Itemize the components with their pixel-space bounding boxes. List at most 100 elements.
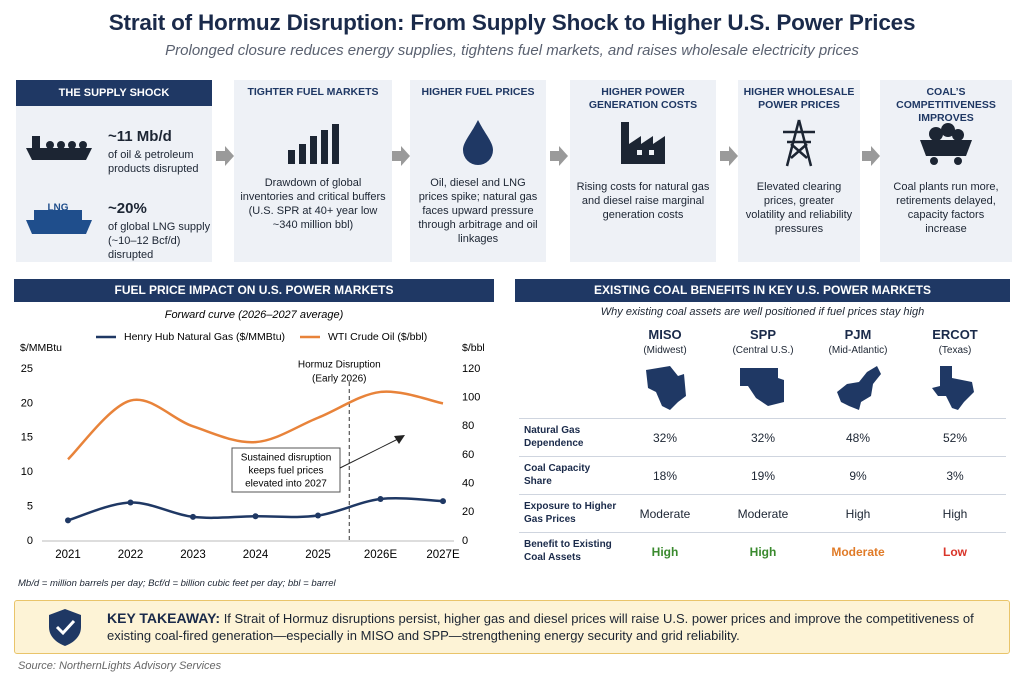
x-tick-label: 2027E	[426, 549, 460, 561]
map-shape	[646, 366, 686, 410]
note-arrowhead	[394, 435, 405, 444]
flow-step: HIGHER WHOLESALE POWER PRICES Elevated c…	[738, 80, 860, 262]
table-cell: High	[749, 545, 777, 559]
x-tick-label: 2025	[305, 549, 331, 561]
step-title: HIGHER FUEL PRICES	[421, 86, 535, 98]
figure-text: of oil & petroleum products disrupted	[108, 149, 199, 175]
row-label: Exposure to Higher Gas Prices	[524, 501, 617, 525]
row-label: Benefit to Existing Coal Assets	[524, 539, 612, 563]
table-cell: 32%	[750, 431, 776, 445]
legend-label: WTI Crude Oil ($/bbl)	[328, 331, 427, 343]
column-region: (Central U.S.)	[732, 345, 794, 356]
x-tick-label: 2026E	[364, 549, 398, 561]
y-tick-label: 15	[21, 432, 33, 444]
series-line	[67, 390, 444, 461]
map-shape	[932, 366, 974, 410]
x-tick-label: 2022	[118, 549, 144, 561]
point	[65, 517, 71, 524]
table-title: EXISTING COAL BENEFITS IN KEY U.S. POWER…	[515, 279, 1010, 302]
column-name: MISO	[648, 327, 682, 342]
footnote: Mb/d = million barrels per day; Bcf/d = …	[18, 578, 336, 589]
step-title: COAL’S COMPETITIVENESS IMPROVES	[896, 86, 996, 124]
step-title: HIGHER POWER GENERATION COSTS	[588, 86, 698, 111]
note-text: elevated into 2027	[245, 479, 327, 490]
row-label: Coal Capacity Share	[524, 463, 591, 487]
table: MISO (Midwest) SPP (Central U.S.) PJM (Mid-At…	[515, 320, 1010, 572]
factory-icon	[621, 122, 665, 164]
flow-step: HIGHER FUEL PRICES Oil, diesel and LNG p…	[410, 80, 546, 262]
legend-label: Henry Hub Natural Gas ($/MMBtu)	[124, 331, 285, 343]
row-divider	[519, 532, 1006, 533]
map-shape	[740, 368, 784, 406]
event-label: (Early 2026)	[312, 374, 366, 385]
table-cell: High	[845, 507, 871, 521]
y2-tick-label: 80	[462, 420, 474, 432]
shield-icon	[49, 609, 81, 646]
source: Source: NorthernLights Advisory Services	[18, 660, 222, 672]
step-title: HIGHER WHOLESALE POWER PRICES	[743, 86, 855, 111]
column-name: ERCOT	[932, 327, 978, 342]
x-tick-label: 2021	[55, 549, 81, 561]
table-cell: Low	[943, 545, 967, 559]
table-cell: Moderate	[831, 545, 885, 559]
table-cell: 48%	[845, 431, 871, 445]
y2-tick-label: 20	[462, 506, 474, 518]
title: Strait of Hormuz Disruption: From Supply…	[108, 10, 916, 35]
y-tick-label: 25	[21, 363, 33, 375]
subtitle: Prolonged closure reduces energy supplie…	[165, 42, 859, 59]
y2-tick-label: 60	[462, 449, 474, 461]
y2-tick-label: 0	[462, 535, 468, 547]
region-map	[646, 366, 686, 410]
flow-arrow	[216, 146, 234, 166]
point	[315, 512, 321, 519]
step-body: Drawdown of global inventories and criti…	[240, 177, 386, 231]
drop-icon	[463, 120, 493, 165]
event-label: Hormuz Disruption	[298, 360, 381, 371]
lng-ship-icon: LNG	[26, 203, 92, 234]
flow-step: TIGHTER FUEL MARKETS Drawdown of global …	[234, 80, 392, 262]
chart: Forward curve (2026–2027 average) Henry H…	[20, 309, 485, 561]
point	[190, 513, 196, 520]
pylon-icon	[783, 119, 815, 167]
step-body: Elevated clearing prices, greater volati…	[745, 181, 853, 235]
note-arrow	[339, 437, 401, 469]
chart-subtitle: Forward curve (2026–2027 average)	[165, 309, 344, 321]
flow-step: COAL’S COMPETITIVENESS IMPROVES Coal pla…	[880, 80, 1012, 262]
table-cell: 3%	[946, 469, 964, 483]
figure: ~20%	[108, 200, 147, 217]
y2-axis-label: $/bbl	[462, 342, 485, 354]
chart-title: FUEL PRICE IMPACT ON U.S. POWER MARKETS	[14, 279, 494, 302]
takeaway-label: KEY TAKEAWAY:	[107, 610, 221, 626]
region-map	[740, 368, 784, 406]
x-tick-label: 2023	[180, 549, 206, 561]
note-text: keeps fuel prices	[248, 466, 323, 477]
row-divider	[519, 494, 1006, 495]
step-body: Coal plants run more, retirements delaye…	[893, 181, 999, 235]
y-tick-label: 10	[21, 466, 33, 478]
y2-tick-label: 120	[462, 363, 480, 375]
y2-tick-label: 40	[462, 478, 474, 490]
step-title: THE SUPPLY SHOCK	[16, 80, 212, 106]
table-cell: 32%	[652, 431, 678, 445]
table-cell: High	[651, 545, 679, 559]
flow-arrow	[720, 146, 738, 166]
map-shape	[837, 366, 881, 410]
flow-arrow	[550, 146, 568, 166]
flow-arrow	[862, 146, 880, 166]
region-map	[932, 366, 974, 410]
figure-text: of global LNG supply (~10–12 Bcf/d) disr…	[108, 221, 211, 261]
flow-step: HIGHER POWER GENERATION COSTS Rising cos…	[570, 80, 716, 262]
row-divider	[519, 456, 1006, 457]
icon-label: LNG	[47, 203, 68, 214]
y-axis-label: $/MMBtu	[20, 342, 62, 354]
step-title: TIGHTER FUEL MARKETS	[247, 86, 379, 98]
table-cell: High	[942, 507, 968, 521]
takeaway-box: KEY TAKEAWAY: If Strait of Hormuz disrup…	[14, 600, 1010, 654]
table-cell: 19%	[750, 469, 776, 483]
row-divider	[519, 418, 1006, 419]
column-name: PJM	[844, 327, 872, 342]
point	[252, 513, 259, 520]
point	[377, 496, 384, 503]
step-body: Oil, diesel and LNG prices spike; natura…	[418, 177, 538, 245]
